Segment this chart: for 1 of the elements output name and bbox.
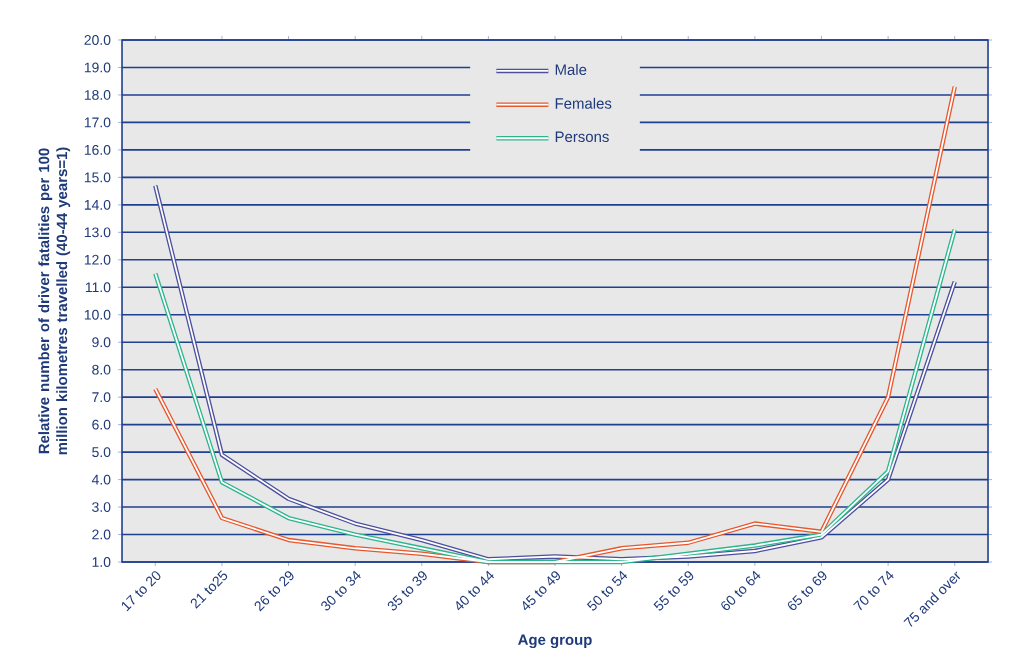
line-series: [153, 84, 957, 565]
